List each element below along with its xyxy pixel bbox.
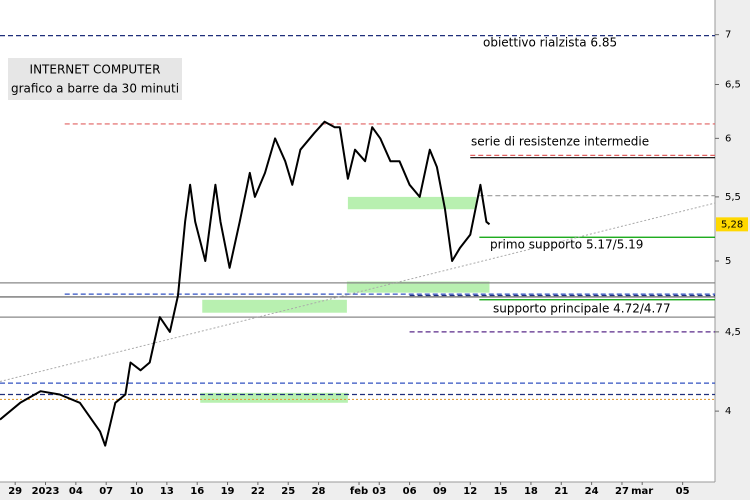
x-tick-label: 15 bbox=[494, 486, 508, 497]
x-tick-label: 28 bbox=[312, 486, 326, 497]
marks bbox=[0, 35, 716, 447]
chart-subtitle: grafico a barre da 30 minuti bbox=[11, 82, 179, 96]
zone bbox=[202, 299, 347, 313]
x-axis-pane bbox=[0, 482, 715, 500]
x-tick-label: 27 bbox=[615, 486, 629, 497]
x-tick-label: 03 bbox=[372, 486, 386, 497]
x-tick-label: 2023 bbox=[32, 486, 60, 497]
y-tick-label: 5 bbox=[725, 256, 731, 267]
trendline bbox=[0, 202, 716, 382]
x-tick-label: 18 bbox=[524, 486, 538, 497]
x-tick-label: 06 bbox=[403, 486, 417, 497]
zone bbox=[347, 196, 477, 210]
y-tick-label: 6 bbox=[725, 133, 731, 144]
annotation: obiettivo rialzista 6.85 bbox=[483, 36, 617, 50]
y-tick-label: 7 bbox=[725, 30, 731, 41]
zone bbox=[346, 281, 490, 293]
x-tick-label: 22 bbox=[251, 486, 265, 497]
x-tick-label: 09 bbox=[433, 486, 447, 497]
annotation: supporto principale 4.72/4.77 bbox=[493, 302, 671, 316]
x-tick-label: mar bbox=[631, 486, 653, 497]
y-tick-label: 6,5 bbox=[725, 80, 741, 91]
x-tick-label: 07 bbox=[99, 486, 113, 497]
x-tick-label: 21 bbox=[554, 486, 568, 497]
x-tick-label: 16 bbox=[190, 486, 204, 497]
x-tick-label: 19 bbox=[221, 486, 235, 497]
x-tick-label: 10 bbox=[130, 486, 144, 497]
annotation: serie di resistenze intermedie bbox=[471, 135, 649, 149]
annotation: primo supporto 5.17/5.19 bbox=[490, 238, 643, 252]
y-axis-pane bbox=[715, 0, 750, 500]
zone bbox=[200, 392, 348, 403]
x-tick-label: 29 bbox=[8, 486, 22, 497]
y-tick-label: 4,5 bbox=[725, 327, 741, 338]
price-line bbox=[0, 120, 491, 447]
x-tick-label: 05 bbox=[676, 486, 690, 497]
x-tick-label: 12 bbox=[463, 486, 477, 497]
x-tick-label: 24 bbox=[585, 486, 599, 497]
x-tick-label: feb bbox=[350, 486, 368, 497]
y-tick-label: 5,5 bbox=[725, 192, 741, 203]
title-box bbox=[8, 58, 182, 100]
x-tick-label: 13 bbox=[160, 486, 174, 497]
last-price-label: 5,28 bbox=[721, 219, 743, 230]
y-tick-label: 4 bbox=[725, 406, 731, 417]
x-tick-label: 25 bbox=[281, 486, 295, 497]
chart-title: INTERNET COMPUTER bbox=[30, 63, 161, 77]
x-tick-label: 04 bbox=[69, 486, 83, 497]
last-price-marker bbox=[716, 217, 748, 232]
